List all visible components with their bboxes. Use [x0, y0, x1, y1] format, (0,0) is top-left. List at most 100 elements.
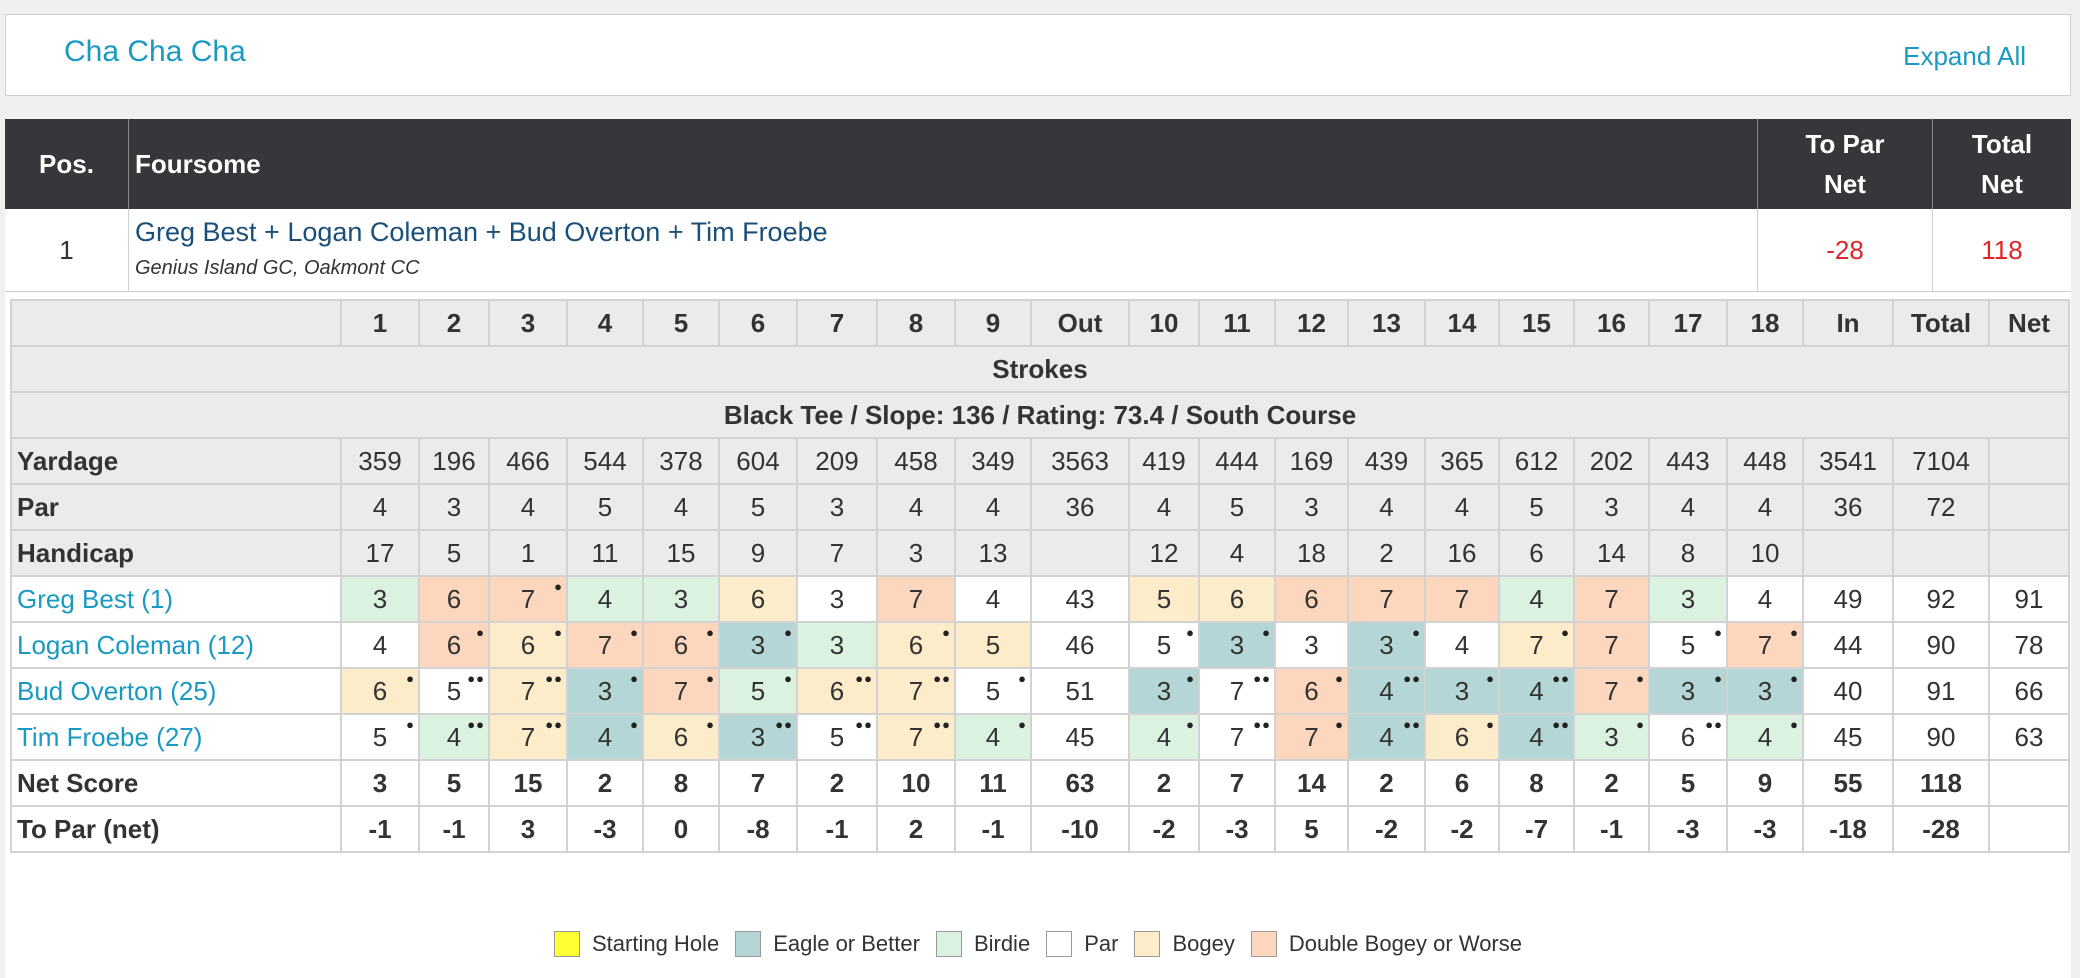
handicap-stroke-dots-icon: ●: [476, 625, 485, 640]
info-cell: 349: [954, 437, 1032, 485]
info-cell: [1988, 529, 2070, 577]
to-par-net-row-cell: 0: [642, 805, 720, 853]
score-cell: 4: [1726, 575, 1804, 623]
score-cell: 4: [566, 575, 644, 623]
info-cell: 6: [1498, 529, 1575, 577]
score-cell: 4: [1424, 621, 1500, 669]
info-cell: 3541: [1802, 437, 1894, 485]
net-score-row-cell: 7: [718, 759, 798, 807]
info-cell: 5: [1198, 483, 1276, 531]
info-cell: 4: [954, 483, 1032, 531]
info-row: Handicap 17 5 1 11 15 9 7 3 13 12 4 18 2 16 6 14 8 10: [10, 529, 2070, 577]
score-cell: 6 ●: [876, 621, 956, 669]
legend-swatch: [554, 931, 580, 957]
net-score-row-cell: 55: [1802, 759, 1894, 807]
handicap-stroke-dots-icon: ●●: [855, 671, 873, 686]
net-score-row-cell: 11: [954, 759, 1032, 807]
handicap-stroke-dots-icon: ●●: [1552, 671, 1570, 686]
scorecard-table: 1 2 3 4 5 6 7 8 9 Out 10 11 12 13 14 15 16 17 18 In Total Net…: [10, 299, 2070, 853]
group-title[interactable]: Cha Cha Cha: [64, 35, 246, 68]
team-to-par-net: -28: [1758, 209, 1933, 291]
score-legend: Starting Hole Eagle or Better Birdie Par Bog…: [5, 926, 2071, 962]
handicap-stroke-dots-icon: ●: [630, 717, 639, 732]
player-name-link[interactable]: Greg Best (1): [10, 575, 342, 623]
info-cell: 18: [1274, 529, 1349, 577]
info-cell: 443: [1648, 437, 1728, 485]
score-cell: 5: [1128, 575, 1200, 623]
to-par-net-row-cell: 3: [488, 805, 568, 853]
info-cell: 14: [1573, 529, 1650, 577]
info-cell: 4: [1198, 529, 1276, 577]
tee-info-row: Black Tee / Slope: 136 / Rating: 73.4 / …: [10, 391, 2070, 439]
score-cell: 91: [1988, 575, 2070, 623]
net-score-row: Net Score 3 5 15 2 8 7 2 10 11 63 2 7 14 2 6 8 2 5 9 55 118: [10, 759, 2070, 807]
total-net-header: Total Net: [1933, 119, 2071, 209]
hole-header-cell: Total: [1892, 299, 1990, 347]
score-cell: 5 ●●: [418, 667, 490, 715]
info-cell: 10: [1726, 529, 1804, 577]
handicap-stroke-dots-icon: ●: [1018, 671, 1027, 686]
handicap-stroke-dots-icon: ●: [1714, 671, 1723, 686]
strokes-label: Strokes: [10, 345, 2070, 393]
strokes-band-row: Strokes: [10, 345, 2070, 393]
to-par-net-row-cell: [1988, 805, 2070, 853]
info-cell: 4: [1424, 483, 1500, 531]
hole-header-cell: 9: [954, 299, 1032, 347]
hole-header-cell: 4: [566, 299, 644, 347]
player-name-link[interactable]: Tim Froebe (27): [10, 713, 342, 761]
hole-header-cell: Out: [1030, 299, 1130, 347]
player-name-link[interactable]: Bud Overton (25): [10, 667, 342, 715]
info-cell: 544: [566, 437, 644, 485]
info-cell: 5: [418, 529, 490, 577]
info-cell: 444: [1198, 437, 1276, 485]
to-par-net-row-cell: -7: [1498, 805, 1575, 853]
expand-all-link[interactable]: Expand All: [1903, 41, 2026, 71]
handicap-stroke-dots-icon: ●: [1262, 625, 1271, 640]
to-par-net-header-line2: Net: [1824, 169, 1866, 199]
net-score-row-cell: 2: [1347, 759, 1426, 807]
score-cell: 63: [1988, 713, 2070, 761]
to-par-net-row-cell: -3: [1198, 805, 1276, 853]
info-cell: 4: [1128, 483, 1200, 531]
hole-header-row: 1 2 3 4 5 6 7 8 9 Out 10 11 12 13 14 15 16 17 18 In Total Net: [10, 299, 2070, 347]
score-cell: 5 ●: [718, 667, 798, 715]
info-cell: 458: [876, 437, 956, 485]
score-cell: 91: [1892, 667, 1990, 715]
score-cell: 6: [1274, 575, 1349, 623]
score-cell: 3 ●●: [718, 713, 798, 761]
handicap-stroke-dots-icon: ●: [554, 579, 563, 594]
info-cell: [1988, 437, 2070, 485]
to-par-net-row-cell: -2: [1424, 805, 1500, 853]
info-cell: 378: [642, 437, 720, 485]
handicap-stroke-dots-icon: ●●: [545, 671, 563, 686]
to-par-net-row-cell: -3: [566, 805, 644, 853]
to-par-net-header: To Par Net: [1758, 119, 1933, 209]
score-cell: 7 ●: [488, 575, 568, 623]
to-par-net-header-line1: To Par: [1805, 129, 1885, 159]
team-row[interactable]: 1 Greg Best + Logan Coleman + Bud Overto…: [5, 209, 2071, 292]
info-cell: 9: [718, 529, 798, 577]
net-score-row-cell: 2: [1573, 759, 1650, 807]
hole-header-cell: 10: [1128, 299, 1200, 347]
player-name-link[interactable]: Logan Coleman (12): [10, 621, 342, 669]
team-foursome: Greg Best + Logan Coleman + Bud Overton …: [129, 209, 1758, 291]
score-cell: 6 ●: [642, 713, 720, 761]
score-cell: 4 ●: [954, 713, 1032, 761]
handicap-stroke-dots-icon: ●: [1335, 717, 1344, 732]
info-cell: 12: [1128, 529, 1200, 577]
team-names-link[interactable]: Greg Best + Logan Coleman + Bud Overton …: [135, 217, 828, 247]
handicap-stroke-dots-icon: ●: [1018, 717, 1027, 732]
legend-item: Eagle or Better: [735, 931, 920, 957]
info-cell: 604: [718, 437, 798, 485]
team-total-net: 118: [1981, 234, 2023, 265]
team-club: Genius Island GC, Oakmont CC: [135, 257, 420, 279]
info-cell: 72: [1892, 483, 1990, 531]
score-cell: 5 ●: [1648, 621, 1728, 669]
info-cell: 169: [1274, 437, 1349, 485]
net-score-row-cell: 2: [1128, 759, 1200, 807]
score-cell: 3 ●: [1726, 667, 1804, 715]
total-net-header-line1: Total: [1971, 129, 2033, 159]
info-cell: 202: [1573, 437, 1650, 485]
to-par-net-row-cell: -2: [1128, 805, 1200, 853]
score-cell: 3: [1274, 621, 1349, 669]
